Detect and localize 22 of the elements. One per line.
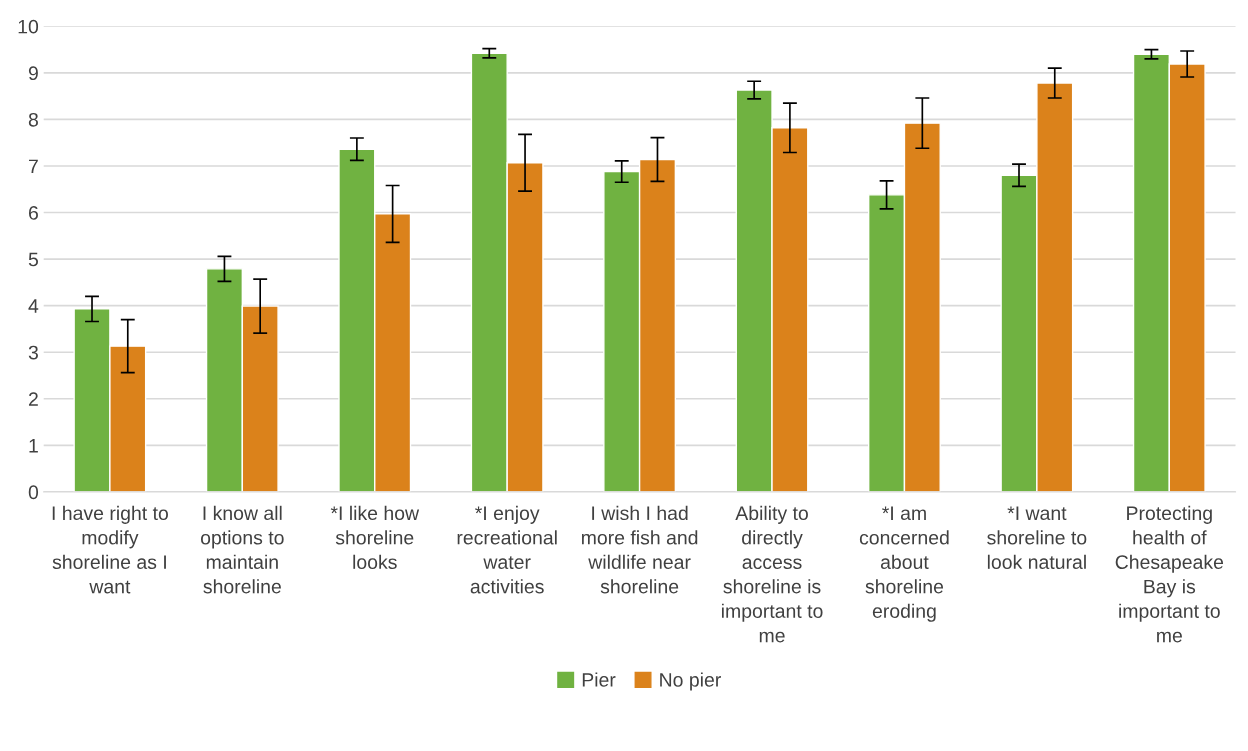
y-tick-label: 0: [28, 485, 39, 500]
x-tick-label: *I want shoreline to look natural: [987, 506, 1087, 570]
y-tick-label: 3: [28, 345, 38, 360]
legend-label: Pier: [582, 672, 616, 687]
y-tick-label: 6: [28, 206, 38, 220]
y-tick-label: 8: [28, 112, 38, 127]
x-tick-label: I have right to modify shoreline as I want: [52, 505, 168, 594]
y-tick-label: 5: [28, 252, 38, 267]
y-tick-label: 2: [28, 392, 38, 406]
y-tick-label: 7: [29, 159, 38, 174]
legend-label: No pier: [660, 672, 721, 691]
x-tick-label: I wish I had more fish and wildlife near shoreline: [581, 505, 698, 594]
x-tick-label: Ability to directly access shoreline is important to me: [722, 505, 823, 643]
x-tick-label: *I like how shoreline looks: [330, 505, 420, 570]
x-tick-label: Protecting health of Chesapeake Bay is important to me: [1115, 505, 1224, 643]
x-tick-label: *I am concerned about shoreline eroding: [859, 506, 949, 622]
y-tick-label: 1: [29, 439, 38, 453]
y-tick-label: 4: [28, 299, 39, 313]
y-tick-label: 10: [18, 19, 39, 34]
x-tick-label: I know all options to maintain shoreline: [200, 505, 284, 594]
y-tick-label: 9: [28, 66, 38, 81]
x-tick-label: *I enjoy recreational water activities: [457, 505, 557, 594]
